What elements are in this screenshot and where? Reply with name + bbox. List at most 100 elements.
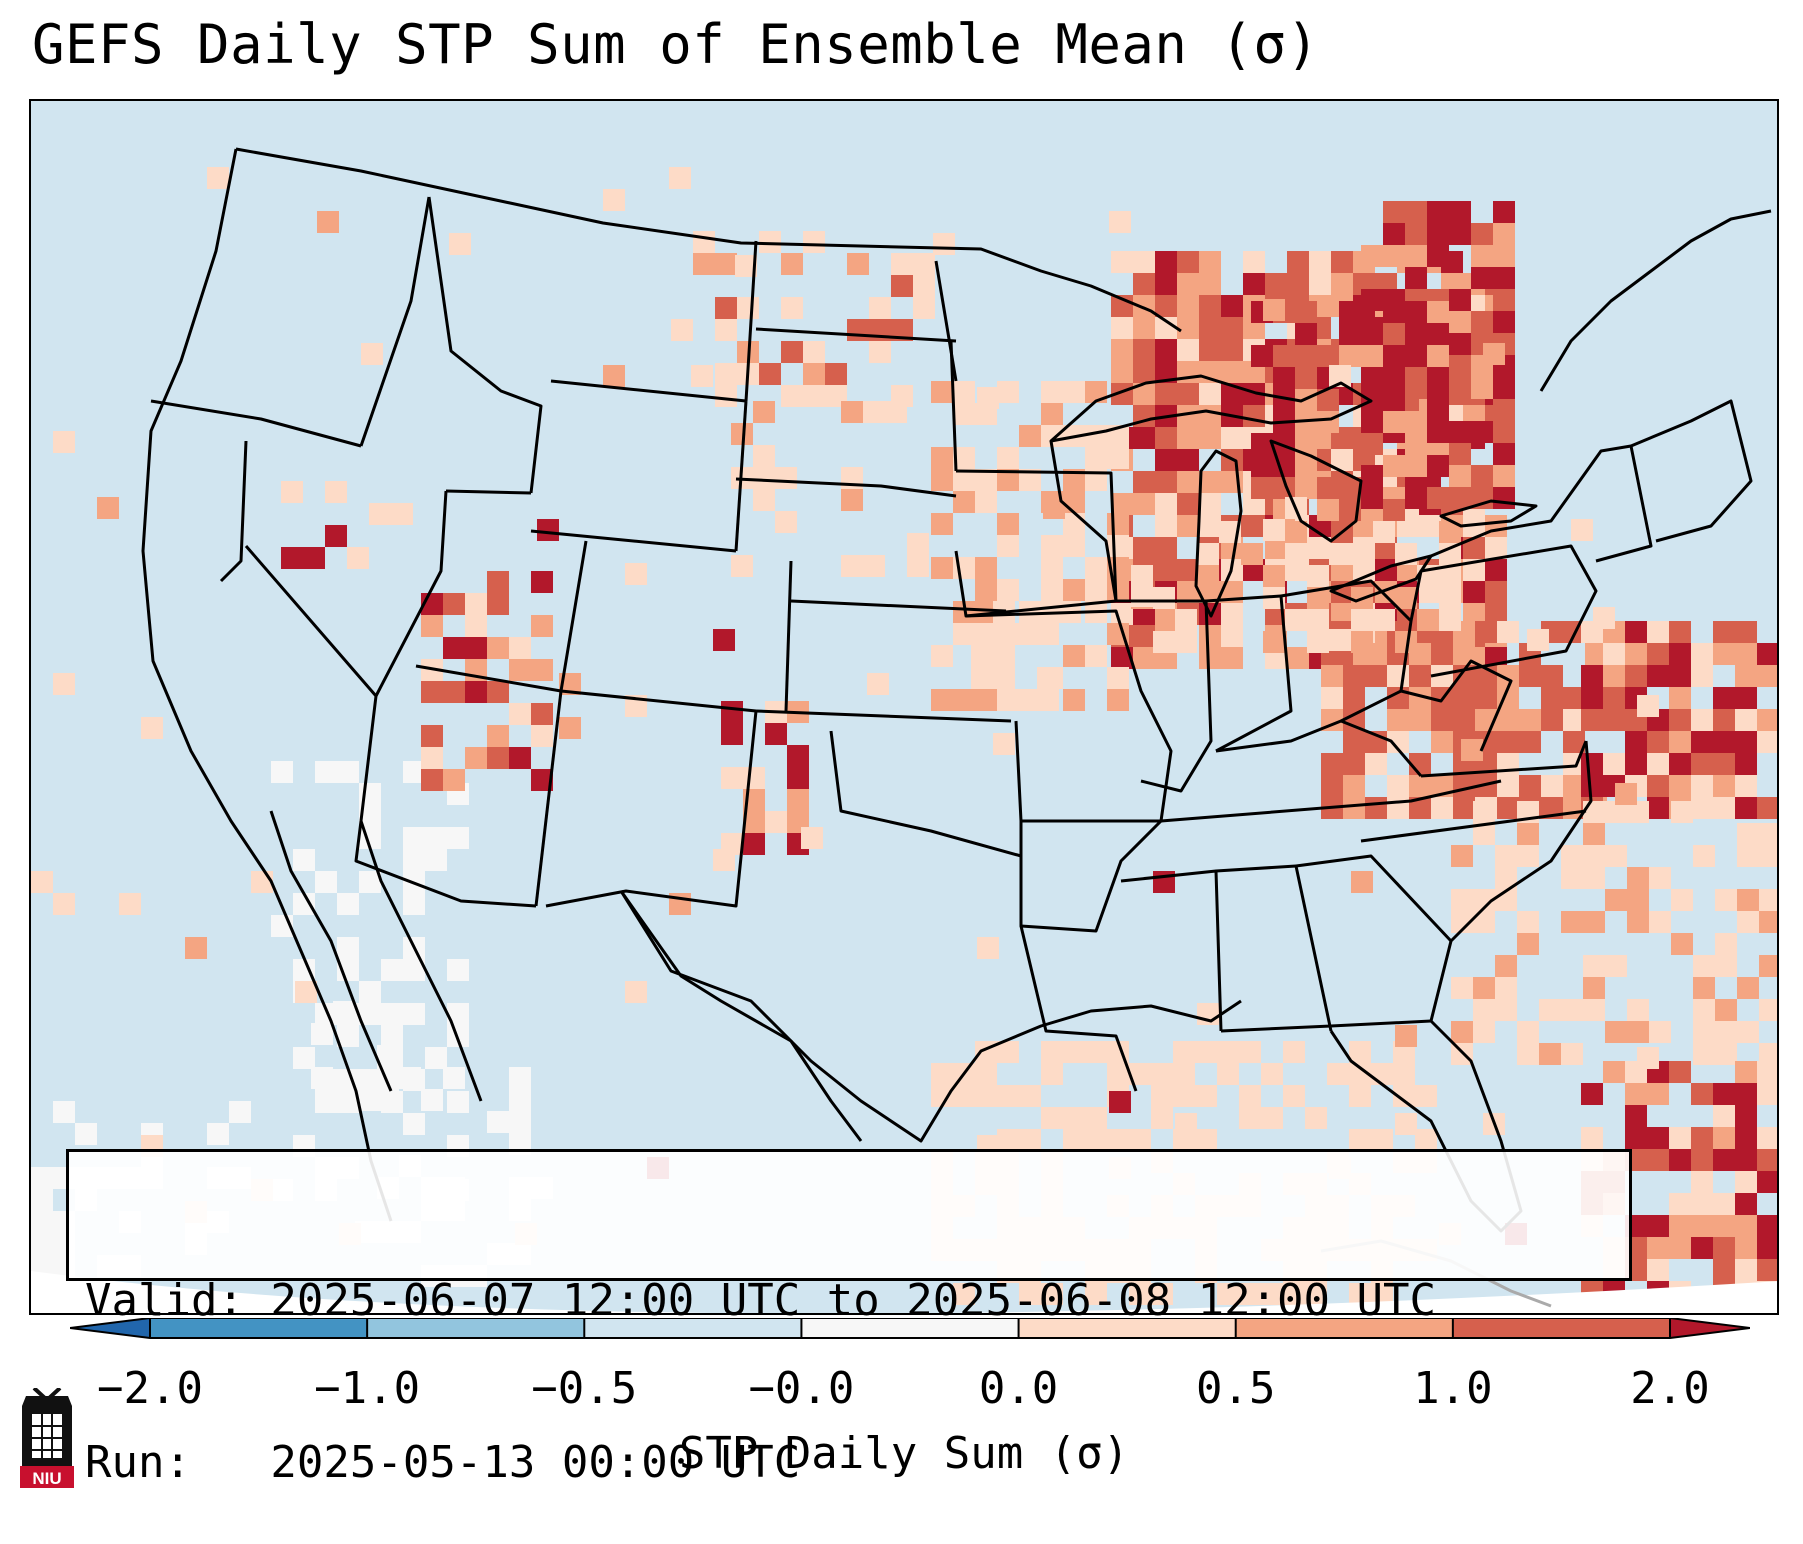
anomaly-cell xyxy=(1485,581,1507,603)
anomaly-cell xyxy=(315,761,337,783)
anomaly-cell xyxy=(1713,797,1735,819)
anomaly-cell xyxy=(1371,1283,1393,1305)
anomaly-cell xyxy=(1155,273,1177,295)
anomaly-cell xyxy=(1041,1063,1063,1085)
anomaly-cell xyxy=(993,645,1015,667)
projection-edge xyxy=(31,1271,1777,1313)
anomaly-cell xyxy=(1317,411,1339,433)
anomaly-cell xyxy=(891,253,913,275)
anomaly-cell xyxy=(1451,1021,1473,1043)
anomaly-cell xyxy=(1605,955,1627,977)
anomaly-cell xyxy=(869,297,891,319)
anomaly-cell xyxy=(825,363,847,385)
anomaly-cell xyxy=(1519,709,1541,731)
anomaly-cell xyxy=(1371,1063,1393,1085)
anomaly-cell xyxy=(1637,1047,1659,1069)
anomaly-cell xyxy=(1329,629,1351,651)
anomaly-cell xyxy=(1395,631,1417,653)
anomaly-cell xyxy=(1517,823,1539,845)
anomaly-cell xyxy=(1757,709,1777,731)
lake-erie xyxy=(1329,554,1433,603)
anomaly-cell xyxy=(325,525,347,547)
anomaly-cell xyxy=(303,547,325,569)
anomaly-cell xyxy=(1019,1129,1041,1151)
anomaly-cell xyxy=(1439,565,1461,587)
anomaly-cell xyxy=(931,1063,953,1085)
anomaly-cell xyxy=(781,341,803,363)
anomaly-cell xyxy=(1735,775,1757,797)
anomaly-cell xyxy=(1085,579,1107,601)
anomaly-cell xyxy=(1737,845,1759,867)
anomaly-cell xyxy=(1107,667,1129,689)
anomaly-cell xyxy=(509,637,531,659)
anomaly-cell xyxy=(1735,1061,1757,1083)
anomaly-cell xyxy=(1251,345,1273,367)
anomaly-cell xyxy=(1283,1085,1305,1107)
anomaly-cell xyxy=(997,579,1019,601)
anomaly-cell xyxy=(1757,1149,1777,1171)
anomaly-cell xyxy=(1085,1041,1107,1063)
anomaly-cell xyxy=(1273,389,1295,411)
anomaly-cell xyxy=(1453,687,1475,709)
anomaly-cell xyxy=(1497,621,1519,643)
anomaly-cell xyxy=(993,623,1015,645)
anomaly-cell xyxy=(1471,311,1493,333)
anomaly-cell xyxy=(1715,955,1737,977)
anomaly-cell xyxy=(1451,911,1473,933)
anomaly-cell xyxy=(1155,339,1177,361)
anomaly-cell xyxy=(1693,955,1715,977)
anomaly-cell xyxy=(1581,1083,1603,1105)
anomaly-cell xyxy=(1431,665,1453,687)
anomaly-cell xyxy=(1647,1237,1669,1259)
anomaly-cell xyxy=(425,849,447,871)
anomaly-cell xyxy=(1647,1259,1669,1281)
anomaly-cell xyxy=(377,1045,399,1067)
anomaly-cell xyxy=(1495,845,1517,867)
anomaly-cell xyxy=(1173,1063,1195,1085)
anomaly-cell xyxy=(1221,647,1243,669)
anomaly-cell xyxy=(1497,709,1519,731)
colorbar-bin xyxy=(150,1318,368,1338)
anomaly-cell xyxy=(31,1189,53,1211)
anomaly-cell xyxy=(1383,223,1405,245)
anomaly-cell xyxy=(1539,999,1561,1021)
anomaly-cell xyxy=(1327,1063,1349,1085)
anomaly-cell xyxy=(1177,559,1199,581)
anomaly-cell xyxy=(1713,1083,1735,1105)
anomaly-cell xyxy=(1153,587,1175,609)
anomaly-cell xyxy=(1493,223,1515,245)
anomaly-cell xyxy=(337,761,359,783)
colorbar xyxy=(70,1318,1750,1339)
anomaly-cell xyxy=(1287,251,1309,273)
anomaly-cell xyxy=(1473,999,1495,1021)
anomaly-cell xyxy=(337,1025,359,1047)
anomaly-cell xyxy=(1453,709,1475,731)
anomaly-cell xyxy=(1757,797,1777,819)
anomaly-cell xyxy=(1561,999,1583,1021)
anomaly-cell xyxy=(1431,731,1453,753)
colorbar-tick-label: 2.0 xyxy=(1630,1363,1710,1414)
anomaly-cell xyxy=(603,365,625,387)
anomaly-cell xyxy=(1019,469,1041,491)
anomaly-cell xyxy=(1647,775,1669,797)
anomaly-cell xyxy=(1221,295,1243,317)
anomaly-cell xyxy=(1449,201,1471,223)
anomaly-cell xyxy=(1669,775,1691,797)
anomaly-cell xyxy=(1669,665,1691,687)
anomaly-cell xyxy=(1759,999,1777,1021)
anomaly-cell xyxy=(787,767,809,789)
colorbar-tick-label: −0.0 xyxy=(748,1363,855,1414)
anomaly-cell xyxy=(1713,1237,1735,1259)
anomaly-cell xyxy=(1691,1171,1713,1193)
anomaly-cell xyxy=(1361,289,1383,311)
anomaly-cell xyxy=(421,725,443,747)
pacific-coast xyxy=(141,148,393,1222)
anomaly-cell xyxy=(1131,565,1153,587)
anomaly-cell xyxy=(1427,455,1449,477)
anomaly-cell xyxy=(1085,557,1107,579)
anomaly-cell xyxy=(1295,455,1317,477)
anomaly-cell xyxy=(509,1111,531,1133)
ne-ks-border xyxy=(790,599,1007,613)
anomaly-cell xyxy=(1283,1283,1305,1305)
anomaly-cell xyxy=(759,231,781,253)
